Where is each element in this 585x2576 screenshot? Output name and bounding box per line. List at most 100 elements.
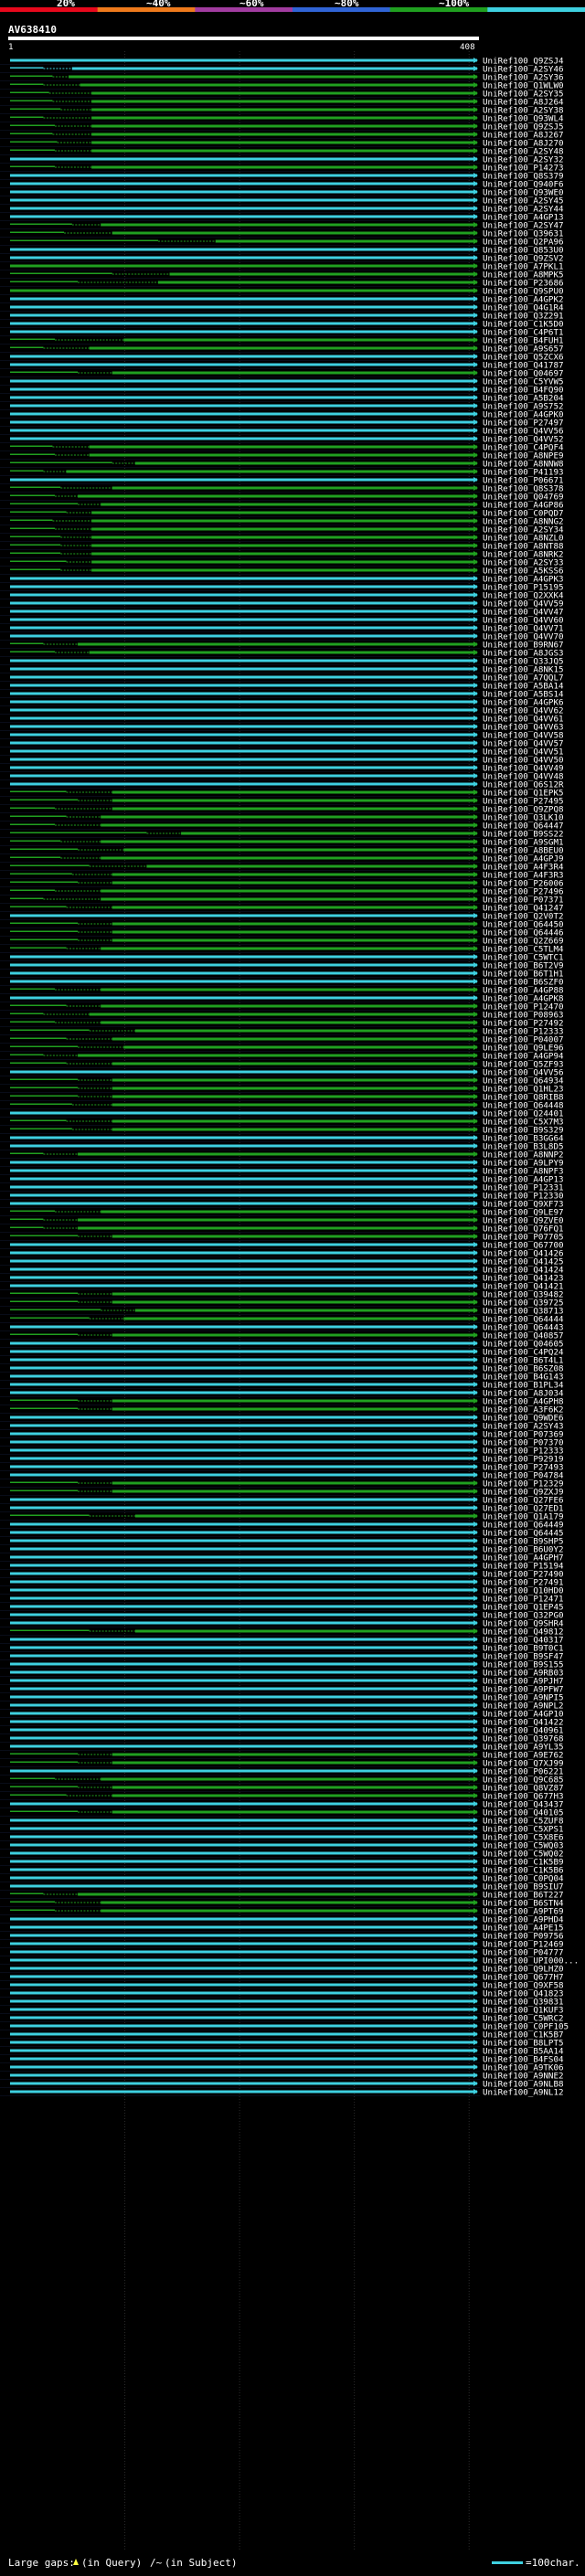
hit-label[interactable]: UniRef100_Q677H3 [483, 1792, 564, 1802]
hit-label[interactable]: UniRef100_C5WQ03 [483, 1841, 564, 1851]
hit-label[interactable]: UniRef100_B1PL34 [483, 1381, 564, 1391]
hit-row[interactable]: UniRef100_Q940F6 [0, 180, 564, 190]
hit-row[interactable]: UniRef100_P09756 [0, 1932, 564, 1942]
hit-label[interactable]: UniRef100_Q27FE6 [483, 1496, 564, 1506]
hit-label[interactable]: UniRef100_Q33JQ5 [483, 657, 564, 667]
hit-label[interactable]: UniRef100_A8J270 [483, 139, 564, 149]
hit-label[interactable]: UniRef100_A8JGS3 [483, 649, 564, 659]
hit-row[interactable]: UniRef100_B6T4L1 [0, 1356, 564, 1366]
hit-row[interactable]: UniRef100_Q4VV57 [0, 739, 564, 749]
hit-row[interactable]: UniRef100_C5XPS1 [0, 1825, 564, 1835]
hit-label[interactable]: UniRef100_P23686 [483, 279, 564, 289]
hit-label[interactable]: UniRef100_A2SY44 [483, 205, 564, 215]
hit-label[interactable]: UniRef100_P07371 [483, 896, 564, 906]
hit-label[interactable]: UniRef100_A2SY33 [483, 558, 564, 568]
hit-row[interactable]: UniRef100_Q41422 [0, 1718, 564, 1728]
hit-row[interactable]: UniRef100_Q4VV60 [0, 616, 564, 626]
hit-label[interactable]: UniRef100_Q64450 [483, 920, 564, 930]
hit-label[interactable]: UniRef100_Q4VV56 [483, 427, 564, 437]
hit-row[interactable]: UniRef100_Q41247 [0, 904, 564, 914]
hit-label[interactable]: UniRef100_A2SY46 [483, 65, 564, 75]
hit-label[interactable]: UniRef100_Q40317 [483, 1636, 564, 1646]
hit-label[interactable]: UniRef100_Q9LHZ0 [483, 1965, 564, 1975]
hit-label[interactable]: UniRef100_A9E762 [483, 1751, 564, 1761]
hit-row[interactable]: UniRef100_B8LPT5 [0, 2039, 564, 2049]
hit-row[interactable]: UniRef100_P41193 [0, 468, 564, 478]
hit-label[interactable]: UniRef100_B4FS04 [483, 2055, 564, 2065]
hit-label[interactable]: UniRef100_Q49812 [483, 1627, 564, 1638]
hit-label[interactable]: UniRef100_Q4VV51 [483, 747, 564, 758]
hit-row[interactable]: UniRef100_A2SY45 [0, 196, 564, 207]
hit-label[interactable]: UniRef100_Q39482 [483, 1290, 564, 1300]
hit-label[interactable]: UniRef100_Q41823 [483, 1989, 564, 1999]
hit-row[interactable]: UniRef100_A2SY32 [0, 155, 564, 165]
hit-row[interactable]: UniRef100_B3GG64 [0, 1134, 564, 1144]
hit-row[interactable]: UniRef100_B4FUH1 [0, 336, 564, 346]
hit-label[interactable]: UniRef100_A8J034 [483, 1389, 564, 1399]
hit-row[interactable]: UniRef100_Q9ZSV2 [0, 254, 564, 264]
hit-row[interactable]: UniRef100_A8BEU0 [0, 846, 564, 856]
hit-label[interactable]: UniRef100_Q3Z291 [483, 312, 564, 322]
hit-label[interactable]: UniRef100_Q9SPU0 [483, 287, 564, 297]
hit-label[interactable]: UniRef100_A2SY32 [483, 155, 564, 165]
hit-row[interactable]: UniRef100_Q4VV51 [0, 747, 564, 758]
hit-row[interactable]: UniRef100_B6T2V9 [0, 961, 564, 971]
hit-row[interactable]: UniRef100_A4GP13 [0, 1175, 564, 1185]
hit-label[interactable]: UniRef100_Q41423 [483, 1274, 564, 1284]
hit-row[interactable]: UniRef100_Q64443 [0, 1323, 564, 1333]
hit-label[interactable]: UniRef100_C1K5B7 [483, 2030, 564, 2041]
hit-label[interactable]: UniRef100_Q41421 [483, 1282, 564, 1292]
hit-label[interactable]: UniRef100_Q3LK10 [483, 813, 564, 823]
hit-label[interactable]: UniRef100_A2SY38 [483, 106, 564, 116]
hit-label[interactable]: UniRef100_A9NL12 [483, 2088, 564, 2098]
hit-row[interactable]: UniRef100_A8J270 [0, 139, 564, 149]
hit-row[interactable]: UniRef100_Q41421 [0, 1282, 564, 1292]
hit-label[interactable]: UniRef100_P09756 [483, 1932, 564, 1942]
hit-row[interactable]: UniRef100_Q9ZSJ5 [0, 122, 564, 133]
hit-label[interactable]: UniRef100_P14273 [483, 164, 564, 174]
hit-row[interactable]: UniRef100_C4P6T1 [0, 328, 564, 338]
hit-label[interactable]: UniRef100_B9SIU7 [483, 1882, 564, 1892]
hit-row[interactable]: UniRef100_P12333 [0, 1027, 564, 1037]
hit-row[interactable]: UniRef100_A4GPK0 [0, 410, 564, 420]
hit-row[interactable]: UniRef100_Q9ZVE0 [0, 1216, 564, 1226]
hit-label[interactable]: UniRef100_C1K5B6 [483, 1866, 564, 1876]
hit-row[interactable]: UniRef100_P92919 [0, 1455, 564, 1465]
hit-row[interactable]: UniRef100_Q2PA96 [0, 238, 564, 248]
hit-row[interactable]: UniRef100_C5ZUF8 [0, 1817, 564, 1827]
hit-label[interactable]: UniRef100_A4GPH7 [483, 1553, 564, 1564]
hit-label[interactable]: UniRef100_B6T2V9 [483, 961, 564, 971]
hit-row[interactable]: UniRef100_C5TLM4 [0, 945, 564, 955]
hit-row[interactable]: UniRef100_Q04697 [0, 369, 564, 379]
hit-row[interactable]: UniRef100_A9TK06 [0, 2063, 564, 2073]
hit-row[interactable]: UniRef100_Q41787 [0, 361, 564, 371]
hit-row[interactable]: UniRef100_C0PF105 [0, 2022, 569, 2032]
hit-label[interactable]: UniRef100_Q4VV61 [483, 715, 564, 725]
hit-label[interactable]: UniRef100_Q93WE0 [483, 188, 564, 198]
hit-label[interactable]: UniRef100_Q40105 [483, 1808, 564, 1818]
hit-row[interactable]: UniRef100_A8NT88 [0, 542, 564, 552]
hit-row[interactable]: UniRef100_Q39768 [0, 1734, 564, 1744]
hit-label[interactable]: UniRef100_Q1EPK5 [483, 789, 564, 799]
hit-row[interactable]: UniRef100_P12333 [0, 1447, 564, 1457]
hit-row[interactable]: UniRef100_A9PT69 [0, 1907, 564, 1917]
hit-row[interactable]: UniRef100_P04007 [0, 1035, 564, 1045]
hit-label[interactable]: UniRef100_B9SHP5 [483, 1537, 564, 1547]
hit-row[interactable]: UniRef100_Q93WE0 [0, 188, 564, 198]
hit-label[interactable]: UniRef100_A4GP13 [483, 1175, 564, 1185]
hit-row[interactable]: UniRef100_Q1WLW0 [0, 81, 564, 91]
hit-row[interactable]: UniRef100_Q9LE96 [0, 1044, 564, 1054]
hit-label[interactable]: UniRef100_Q4VV49 [483, 764, 564, 774]
hit-label[interactable]: UniRef100_P27491 [483, 1578, 564, 1588]
hit-label[interactable]: UniRef100_Q9ZVE0 [483, 1216, 564, 1226]
hit-row[interactable]: UniRef100_P23686 [0, 279, 564, 289]
hit-row[interactable]: UniRef100_P04777 [0, 1948, 564, 1958]
hit-row[interactable]: UniRef100_A8J034 [0, 1389, 564, 1399]
hit-label[interactable]: UniRef100_Q39831 [483, 1998, 564, 2008]
hit-row[interactable]: UniRef100_P14273 [0, 164, 564, 174]
hit-row[interactable]: UniRef100_B4G143 [0, 1373, 564, 1383]
hit-row[interactable]: UniRef100_P12469 [0, 1940, 564, 1950]
hit-row[interactable]: UniRef100_Q853U0 [0, 246, 564, 256]
hit-label[interactable]: UniRef100_C5XPS1 [483, 1825, 564, 1835]
hit-row[interactable]: UniRef100_P07705 [0, 1233, 564, 1243]
